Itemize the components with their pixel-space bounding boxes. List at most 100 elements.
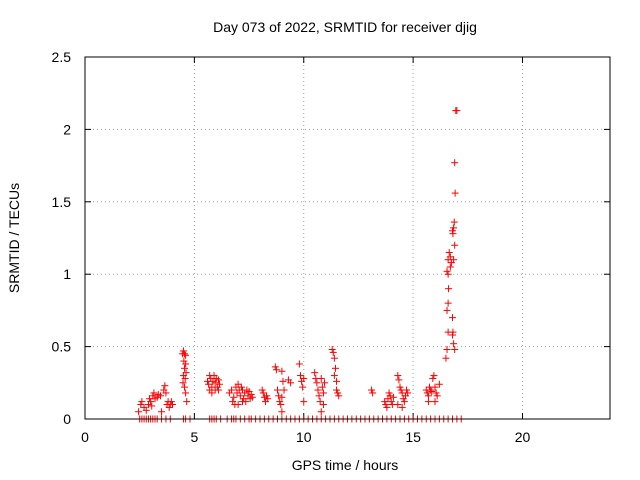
data-point: [137, 401, 145, 409]
data-point: [450, 256, 458, 264]
data-point: [278, 393, 286, 401]
data-point: [276, 398, 284, 406]
data-point: [271, 363, 279, 371]
data-point: [280, 386, 288, 394]
data-point: [450, 340, 458, 348]
x-tick-label: 15: [405, 429, 421, 445]
data-point: [158, 408, 166, 416]
data-point: [179, 379, 187, 387]
data-point: [208, 389, 216, 397]
data-point: [182, 351, 190, 359]
data-point: [394, 401, 402, 409]
data-point: [330, 372, 338, 380]
data-point: [181, 364, 189, 372]
data-point: [369, 389, 377, 397]
y-axis-label: SRMTID / TECUs: [6, 183, 22, 293]
data-point: [214, 376, 222, 384]
data-point: [182, 389, 190, 397]
data-point: [272, 366, 280, 374]
data-point: [331, 364, 339, 372]
data-point: [228, 386, 236, 394]
data-point: [328, 345, 336, 353]
data-point: [435, 380, 443, 388]
data-point: [396, 383, 404, 391]
data-point: [387, 398, 395, 406]
data-point: [423, 389, 431, 397]
data-point: [214, 386, 222, 394]
data-point: [236, 392, 244, 400]
data-point: [424, 398, 432, 406]
data-point: [313, 379, 321, 387]
data-point: [330, 354, 338, 362]
data-point: [295, 360, 303, 368]
data-point: [278, 367, 286, 375]
data-point: [335, 392, 343, 400]
data-point: [278, 408, 286, 416]
data-point: [277, 401, 285, 409]
data-point: [432, 389, 440, 397]
data-point: [148, 402, 156, 410]
data-point: [400, 398, 408, 406]
data-point: [180, 357, 188, 365]
data-point: [263, 392, 271, 400]
grid-layer: [85, 57, 610, 419]
chart-title: Day 073 of 2022, SRMTID for receiver dji…: [213, 19, 477, 35]
data-point: [443, 345, 451, 353]
data-point: [216, 380, 224, 388]
data-point: [316, 398, 324, 406]
data-point: [318, 383, 326, 391]
data-point: [446, 263, 454, 271]
data-point: [444, 270, 452, 278]
data-point: [433, 392, 441, 400]
ticks-layer: 0 5 10 15 20 0 0.5 1 1.5 2 2.5: [52, 49, 610, 445]
data-point: [446, 253, 454, 261]
data-point: [381, 398, 389, 406]
y-tick-label: 2: [63, 121, 71, 137]
data-point: [451, 345, 459, 353]
data-point: [321, 379, 329, 387]
data-point: [450, 218, 458, 226]
data-point: [449, 230, 457, 238]
data-point: [394, 372, 402, 380]
y-tick-label: 1.5: [52, 194, 72, 210]
data-point: [334, 389, 342, 397]
data-point: [329, 348, 337, 356]
data-point: [264, 395, 272, 403]
data-point: [161, 382, 169, 390]
data-point: [443, 267, 451, 275]
data-point: [229, 398, 237, 406]
data-point: [383, 403, 391, 411]
data-point: [314, 386, 322, 394]
data-point: [182, 369, 190, 377]
points-layer: [135, 107, 465, 423]
data-point: [138, 398, 146, 406]
data-point: [182, 360, 190, 368]
data-point: [296, 372, 304, 380]
data-point: [403, 386, 411, 394]
data-point: [239, 398, 246, 406]
data-point: [162, 389, 170, 397]
data-point: [274, 386, 281, 394]
data-point: [451, 241, 459, 249]
data-point: [311, 369, 319, 377]
data-point: [319, 401, 327, 409]
data-point: [181, 383, 189, 391]
data-point: [300, 398, 308, 406]
data-point: [167, 398, 175, 406]
data-point: [444, 299, 452, 307]
x-tick-label: 10: [296, 429, 312, 445]
data-point: [333, 377, 341, 385]
data-point: [300, 374, 308, 382]
data-point: [453, 107, 461, 115]
data-point: [428, 387, 436, 395]
data-point: [431, 398, 439, 406]
data-point: [147, 398, 155, 406]
data-point: [443, 306, 451, 314]
data-point: [205, 380, 213, 388]
data-point: [169, 401, 176, 409]
data-point: [382, 401, 390, 409]
data-point: [451, 189, 459, 197]
data-point: [287, 379, 295, 387]
data-point: [237, 383, 245, 391]
